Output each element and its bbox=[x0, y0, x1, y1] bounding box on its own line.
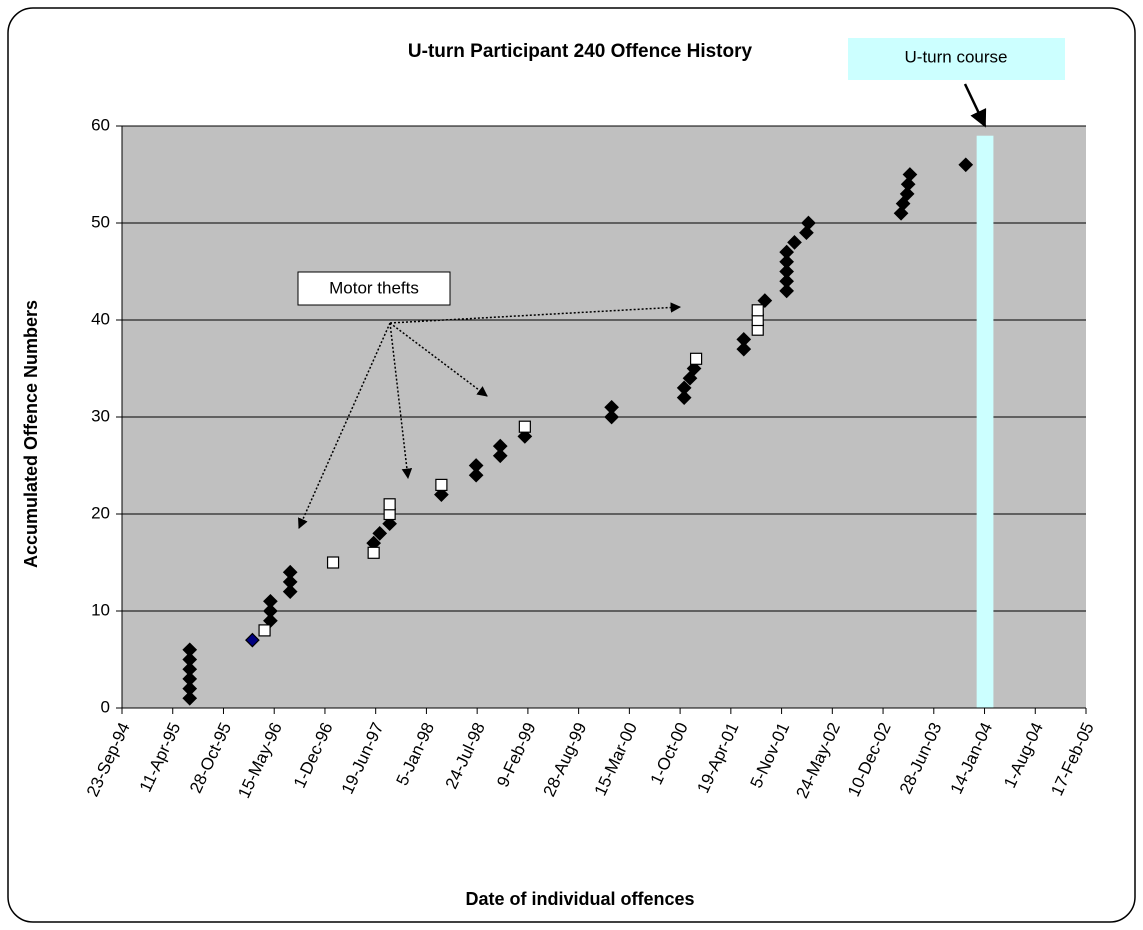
diamond-point bbox=[779, 283, 795, 299]
annotation-box bbox=[297, 271, 451, 306]
y-tick-label: 60 bbox=[91, 115, 110, 134]
diamond-point bbox=[282, 574, 298, 590]
diamond-point bbox=[263, 593, 278, 609]
diamond-point bbox=[902, 167, 918, 182]
diamond-point bbox=[736, 341, 752, 357]
square-point bbox=[367, 546, 380, 559]
diamond-point bbox=[779, 244, 795, 260]
diamond-point bbox=[676, 380, 692, 396]
square-point bbox=[689, 352, 703, 365]
y-axis-label: Accumulated Offence Numbers bbox=[21, 300, 41, 568]
diamond-point bbox=[468, 458, 484, 473]
square-point bbox=[383, 498, 396, 511]
diamond-point bbox=[182, 671, 198, 687]
diamond-point bbox=[492, 448, 508, 464]
y-tick-label: 40 bbox=[91, 309, 110, 328]
diamond-point bbox=[245, 632, 260, 648]
square-point bbox=[435, 478, 448, 491]
y-tick-label: 0 bbox=[101, 697, 110, 716]
diamond-point bbox=[282, 584, 298, 599]
diamond-point bbox=[899, 186, 915, 202]
diamond-point bbox=[182, 681, 198, 696]
course-label: U-turn course bbox=[905, 47, 1008, 66]
diamond-point bbox=[182, 661, 198, 677]
diamond-point bbox=[434, 487, 449, 502]
course-arrow bbox=[963, 83, 987, 128]
diamond-point bbox=[893, 205, 909, 221]
y-tick-label: 30 bbox=[91, 406, 110, 425]
x-axis-label: Date of individual offences bbox=[465, 889, 694, 909]
diamond-point bbox=[182, 652, 198, 667]
diamond-point bbox=[182, 642, 198, 658]
chart-title: U-turn Participant 240 Offence History bbox=[408, 41, 753, 62]
diamond-point bbox=[263, 603, 278, 619]
diamond-point bbox=[182, 690, 198, 706]
diamond-point bbox=[282, 564, 298, 580]
diamond-point bbox=[757, 293, 773, 308]
diamond-point bbox=[517, 429, 533, 444]
diamond-point bbox=[686, 361, 702, 376]
diamond-point bbox=[604, 399, 619, 415]
y-tick-label: 10 bbox=[91, 600, 110, 619]
diamond-point bbox=[958, 157, 974, 173]
diamond-point bbox=[801, 215, 816, 231]
square-point bbox=[258, 624, 271, 637]
course-bar bbox=[976, 135, 994, 708]
diamond-point bbox=[779, 264, 795, 279]
y-tick-label: 20 bbox=[91, 503, 110, 522]
square-point bbox=[751, 304, 764, 317]
diamond-point bbox=[799, 225, 814, 241]
annotation-arrows bbox=[298, 302, 682, 529]
diamond-point bbox=[382, 516, 397, 532]
diamond-point bbox=[779, 273, 795, 289]
diamond-point bbox=[468, 467, 484, 483]
diamond-point bbox=[736, 332, 752, 347]
square-point bbox=[326, 556, 340, 569]
square-point bbox=[518, 420, 531, 433]
diamond-point bbox=[492, 438, 508, 454]
diamond-point bbox=[676, 390, 692, 405]
diamond-point bbox=[787, 235, 802, 250]
diamond-point bbox=[779, 254, 795, 270]
y-tick-label: 50 bbox=[91, 212, 110, 231]
course-label-box bbox=[848, 38, 1065, 80]
annotation: Motor thefts bbox=[329, 278, 419, 297]
diamond-point bbox=[682, 370, 698, 386]
diamond-point bbox=[372, 526, 388, 541]
diamond-point bbox=[900, 176, 916, 192]
diamond-point bbox=[895, 196, 911, 211]
diamond-point bbox=[604, 409, 619, 425]
